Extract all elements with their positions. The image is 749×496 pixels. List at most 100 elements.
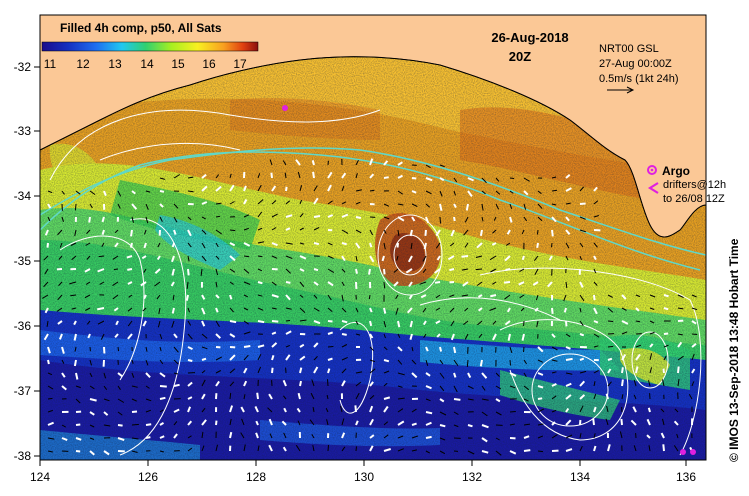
current-vector [340, 405, 343, 413]
current-vector [649, 307, 655, 310]
current-vector [691, 333, 698, 335]
current-vector [187, 420, 193, 426]
current-vector [649, 343, 654, 348]
current-vector [241, 418, 245, 426]
current-vector [355, 392, 360, 400]
colorbar: Filled 4h comp, p50, All Sats 11 12 13 1… [41, 21, 259, 71]
current-vector [131, 203, 138, 210]
current-vector [201, 431, 204, 439]
current-vector [439, 164, 445, 168]
current-vector [607, 444, 611, 452]
current-vector [229, 242, 236, 247]
current-vector [312, 445, 315, 452]
current-vector [173, 433, 178, 439]
current-vectors [42, 158, 698, 456]
current-vector [649, 331, 655, 335]
current-vector [523, 398, 529, 402]
current-vector [565, 320, 568, 327]
current-vector [71, 255, 77, 261]
current-vector [201, 333, 208, 339]
current-vector [677, 366, 680, 374]
current-vector [537, 397, 543, 400]
current-vector [341, 201, 347, 205]
current-vector [534, 268, 539, 275]
current-vector [229, 320, 237, 324]
current-vector [243, 331, 251, 335]
colorbar-title: Filled 4h comp, p50, All Sats [60, 21, 222, 35]
current-vector [478, 333, 483, 339]
current-vector [201, 229, 207, 235]
current-vector [369, 359, 376, 363]
current-vector [154, 268, 161, 274]
current-vector [663, 344, 669, 348]
current-vector [369, 255, 375, 263]
current-vector [73, 333, 77, 341]
current-vector [299, 367, 303, 374]
current-vector [173, 372, 179, 375]
current-vector [145, 372, 151, 378]
current-vector [635, 344, 642, 348]
current-vector [481, 385, 486, 391]
current-vector [463, 320, 469, 325]
current-vector [154, 281, 161, 287]
current-vector [47, 372, 53, 376]
current-vector [579, 445, 583, 452]
current-vector [677, 294, 684, 299]
current-vector [215, 380, 220, 387]
current-vector [113, 268, 119, 270]
current-vector [523, 385, 530, 391]
current-vector [493, 216, 497, 221]
current-vector [439, 372, 445, 379]
current-vector [57, 294, 63, 301]
current-vector [593, 281, 598, 286]
current-vector [131, 216, 134, 223]
current-vector [127, 307, 133, 312]
current-vector [172, 294, 175, 301]
current-vector [579, 202, 586, 205]
current-vector [565, 242, 570, 249]
current-vector [647, 407, 651, 413]
current-vector [551, 176, 557, 179]
current-vector [490, 268, 497, 273]
current-vector [112, 281, 119, 287]
current-vector [565, 382, 572, 387]
current-vector [243, 255, 250, 258]
current-vector [313, 185, 318, 192]
current-vector [201, 185, 208, 192]
current-vector [410, 242, 413, 250]
current-vector [215, 268, 219, 276]
current-vector [369, 346, 374, 352]
current-vector [504, 294, 511, 300]
current-vector [548, 255, 553, 261]
current-vector [663, 332, 669, 335]
current-vector [505, 242, 511, 246]
current-vector [86, 229, 91, 234]
current-vector [537, 190, 542, 195]
current-vector [159, 346, 162, 352]
current-vector [465, 203, 469, 211]
current-vector [355, 159, 359, 166]
current-vector [453, 190, 456, 196]
current-vector [187, 447, 193, 452]
current-vector [131, 437, 139, 440]
current-vector [537, 435, 544, 439]
current-vector [201, 346, 208, 350]
current-vector [646, 418, 651, 426]
current-vector [505, 268, 511, 271]
current-vector [691, 353, 695, 361]
current-vector [299, 227, 304, 231]
current-vector [424, 229, 427, 237]
current-vector [663, 355, 667, 361]
current-vector [341, 229, 349, 234]
current-vector [635, 307, 640, 312]
current-vector [579, 229, 587, 233]
current-vector [565, 187, 572, 192]
current-vector [633, 394, 637, 400]
current-vector [523, 190, 529, 196]
current-vector [648, 445, 651, 452]
current-vector [74, 203, 77, 211]
current-vector [131, 372, 135, 378]
colorbar-tick-15: 15 [171, 57, 185, 71]
lat-tick-38: -38 [14, 449, 32, 463]
current-vector [145, 359, 149, 366]
